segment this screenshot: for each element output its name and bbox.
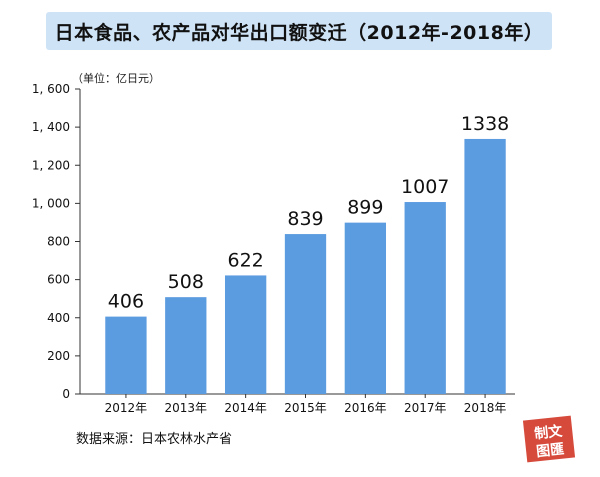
bar (224, 275, 267, 394)
x-tick-label: 2014年 (224, 401, 267, 415)
y-tick-label: 1, 200 (32, 158, 70, 172)
data-label: 406 (108, 291, 144, 313)
seal-stamp-icon: 制文 图匯 (522, 415, 576, 463)
bar (284, 234, 327, 394)
y-tick-label: 0 (62, 387, 70, 401)
x-tick-label: 2012年 (105, 401, 148, 415)
seal-line-2: 图匯 (535, 442, 565, 461)
y-tick-label: 600 (47, 273, 70, 287)
x-tick-label: 2013年 (165, 401, 208, 415)
source-note: 数据来源：日本农林水产省 (76, 432, 233, 447)
data-label: 839 (287, 208, 323, 230)
chart-title: 日本食品、农产品对华出口额变迁（2012年-2018年） (54, 21, 544, 44)
title-bar: 日本食品、农产品对华出口额变迁（2012年-2018年） (46, 12, 552, 50)
y-tick-label: 400 (47, 311, 70, 325)
data-label: 899 (347, 197, 383, 219)
x-tick-label: 2017年 (404, 401, 447, 415)
bar (105, 316, 147, 394)
y-tick-label: 800 (47, 235, 70, 249)
y-tick-label: 1, 600 (32, 82, 70, 96)
data-label: 508 (168, 271, 204, 293)
x-tick-label: 2016年 (344, 401, 387, 415)
y-tick-label: 200 (47, 349, 70, 363)
bar (404, 202, 446, 394)
y-tick-label: 1, 000 (32, 196, 70, 210)
y-tick-label: 1, 400 (32, 120, 70, 134)
bar (464, 138, 506, 394)
data-label: 1338 (461, 113, 509, 135)
data-label: 622 (228, 249, 264, 271)
unit-label: （单位：亿日元） (72, 72, 160, 85)
bar (165, 297, 207, 394)
x-tick-label: 2015年 (284, 401, 327, 415)
seal-line-1: 制文 (534, 423, 565, 443)
data-label: 1007 (401, 176, 449, 198)
x-tick-label: 2018年 (464, 401, 507, 415)
bar (344, 222, 387, 394)
